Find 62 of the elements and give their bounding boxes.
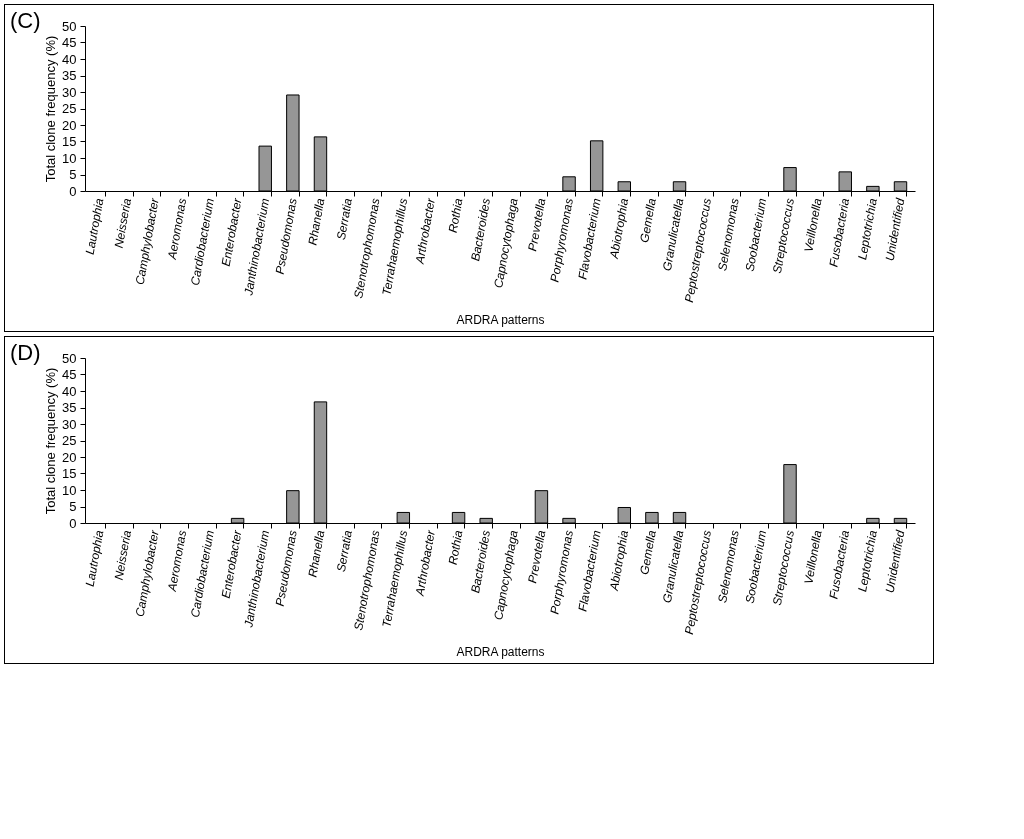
y-tick-label: 0: [69, 183, 77, 199]
y-tick-label: 35: [62, 68, 77, 83]
y-tick-label: 5: [69, 499, 77, 514]
x-tick-label: Bacteroides: [468, 529, 494, 595]
x-tick-label: Prevotella: [525, 528, 549, 585]
x-tick-label: Arthrobacter: [412, 528, 439, 598]
x-tick-label: Leptotrichia: [855, 196, 880, 261]
x-tick-label: Prevotella: [525, 196, 549, 253]
chart-title: (C): [10, 8, 41, 33]
y-axis-title: Total clone frequency (%): [43, 35, 59, 183]
x-tick-label: Rhanella: [305, 528, 328, 579]
x-tick-label: Aeromonas: [164, 529, 190, 594]
x-tick-label: Rhanella: [305, 196, 328, 247]
x-tick-label: Lautrophia: [82, 528, 107, 588]
y-axis-title: Total clone frequency (%): [43, 367, 59, 515]
y-tick-label: 40: [62, 383, 77, 399]
x-axis-title: ARDRA patterns: [456, 313, 545, 328]
x-tick-label: Fusobacteria: [826, 196, 853, 269]
y-tick-label: 45: [62, 367, 77, 382]
y-tick-label: 50: [62, 18, 77, 34]
y-tick-label: 10: [62, 150, 77, 166]
x-tick-label: Gemella: [637, 528, 659, 576]
x-tick-label: Gemella: [637, 196, 659, 244]
x-tick-label: Arthrobacter: [412, 196, 439, 266]
x-tick-label: Lautrophia: [82, 196, 107, 256]
y-tick-label: 0: [69, 515, 77, 531]
x-tick-label: Soobacterium: [742, 197, 770, 273]
y-tick-label: 25: [62, 101, 77, 116]
y-tick-label: 50: [62, 350, 77, 366]
x-tick-label: Serratia: [333, 196, 356, 242]
x-tick-label: Neisseria: [111, 528, 135, 581]
x-tick-label: Rothia: [445, 196, 466, 234]
y-tick-label: 25: [62, 433, 77, 448]
y-tick-label: 30: [62, 84, 77, 100]
x-tick-label: Bacteroides: [468, 197, 494, 263]
x-tick-label: Abiotrophia: [606, 196, 632, 261]
y-tick-label: 30: [62, 416, 77, 432]
x-tick-label: Veillonella: [801, 196, 825, 254]
y-tick-label: 5: [69, 167, 77, 182]
y-tick-label: 45: [62, 35, 77, 50]
x-tick-label: Abiotrophia: [606, 528, 632, 593]
y-tick-label: 40: [62, 51, 77, 67]
x-tick-label: Soobacterium: [742, 529, 770, 605]
x-tick-label: Veillonella: [801, 528, 825, 586]
y-tick-label: 35: [62, 400, 77, 415]
x-tick-label: Rothia: [445, 528, 466, 566]
y-tick-label: 15: [62, 466, 77, 481]
x-tick-label: Unidentified: [882, 196, 908, 263]
y-tick-label: 10: [62, 482, 77, 498]
x-tick-label: Serratia: [333, 528, 356, 574]
x-tick-label: Enterobacter: [218, 196, 245, 268]
y-tick-label: 20: [62, 117, 77, 133]
x-tick-label: Fusobacteria: [826, 528, 853, 601]
chart-title: (D): [10, 340, 41, 365]
x-axis-title: ARDRA patterns: [456, 645, 545, 660]
y-tick-label: 20: [62, 449, 77, 465]
x-tick-label: Aeromonas: [164, 197, 190, 262]
x-tick-label: Leptotrichia: [855, 528, 880, 593]
x-tick-label: Enterobacter: [218, 528, 245, 600]
x-tick-label: Unidentified: [882, 528, 908, 595]
x-tick-label: Neisseria: [111, 196, 135, 249]
y-tick-label: 15: [62, 134, 77, 149]
